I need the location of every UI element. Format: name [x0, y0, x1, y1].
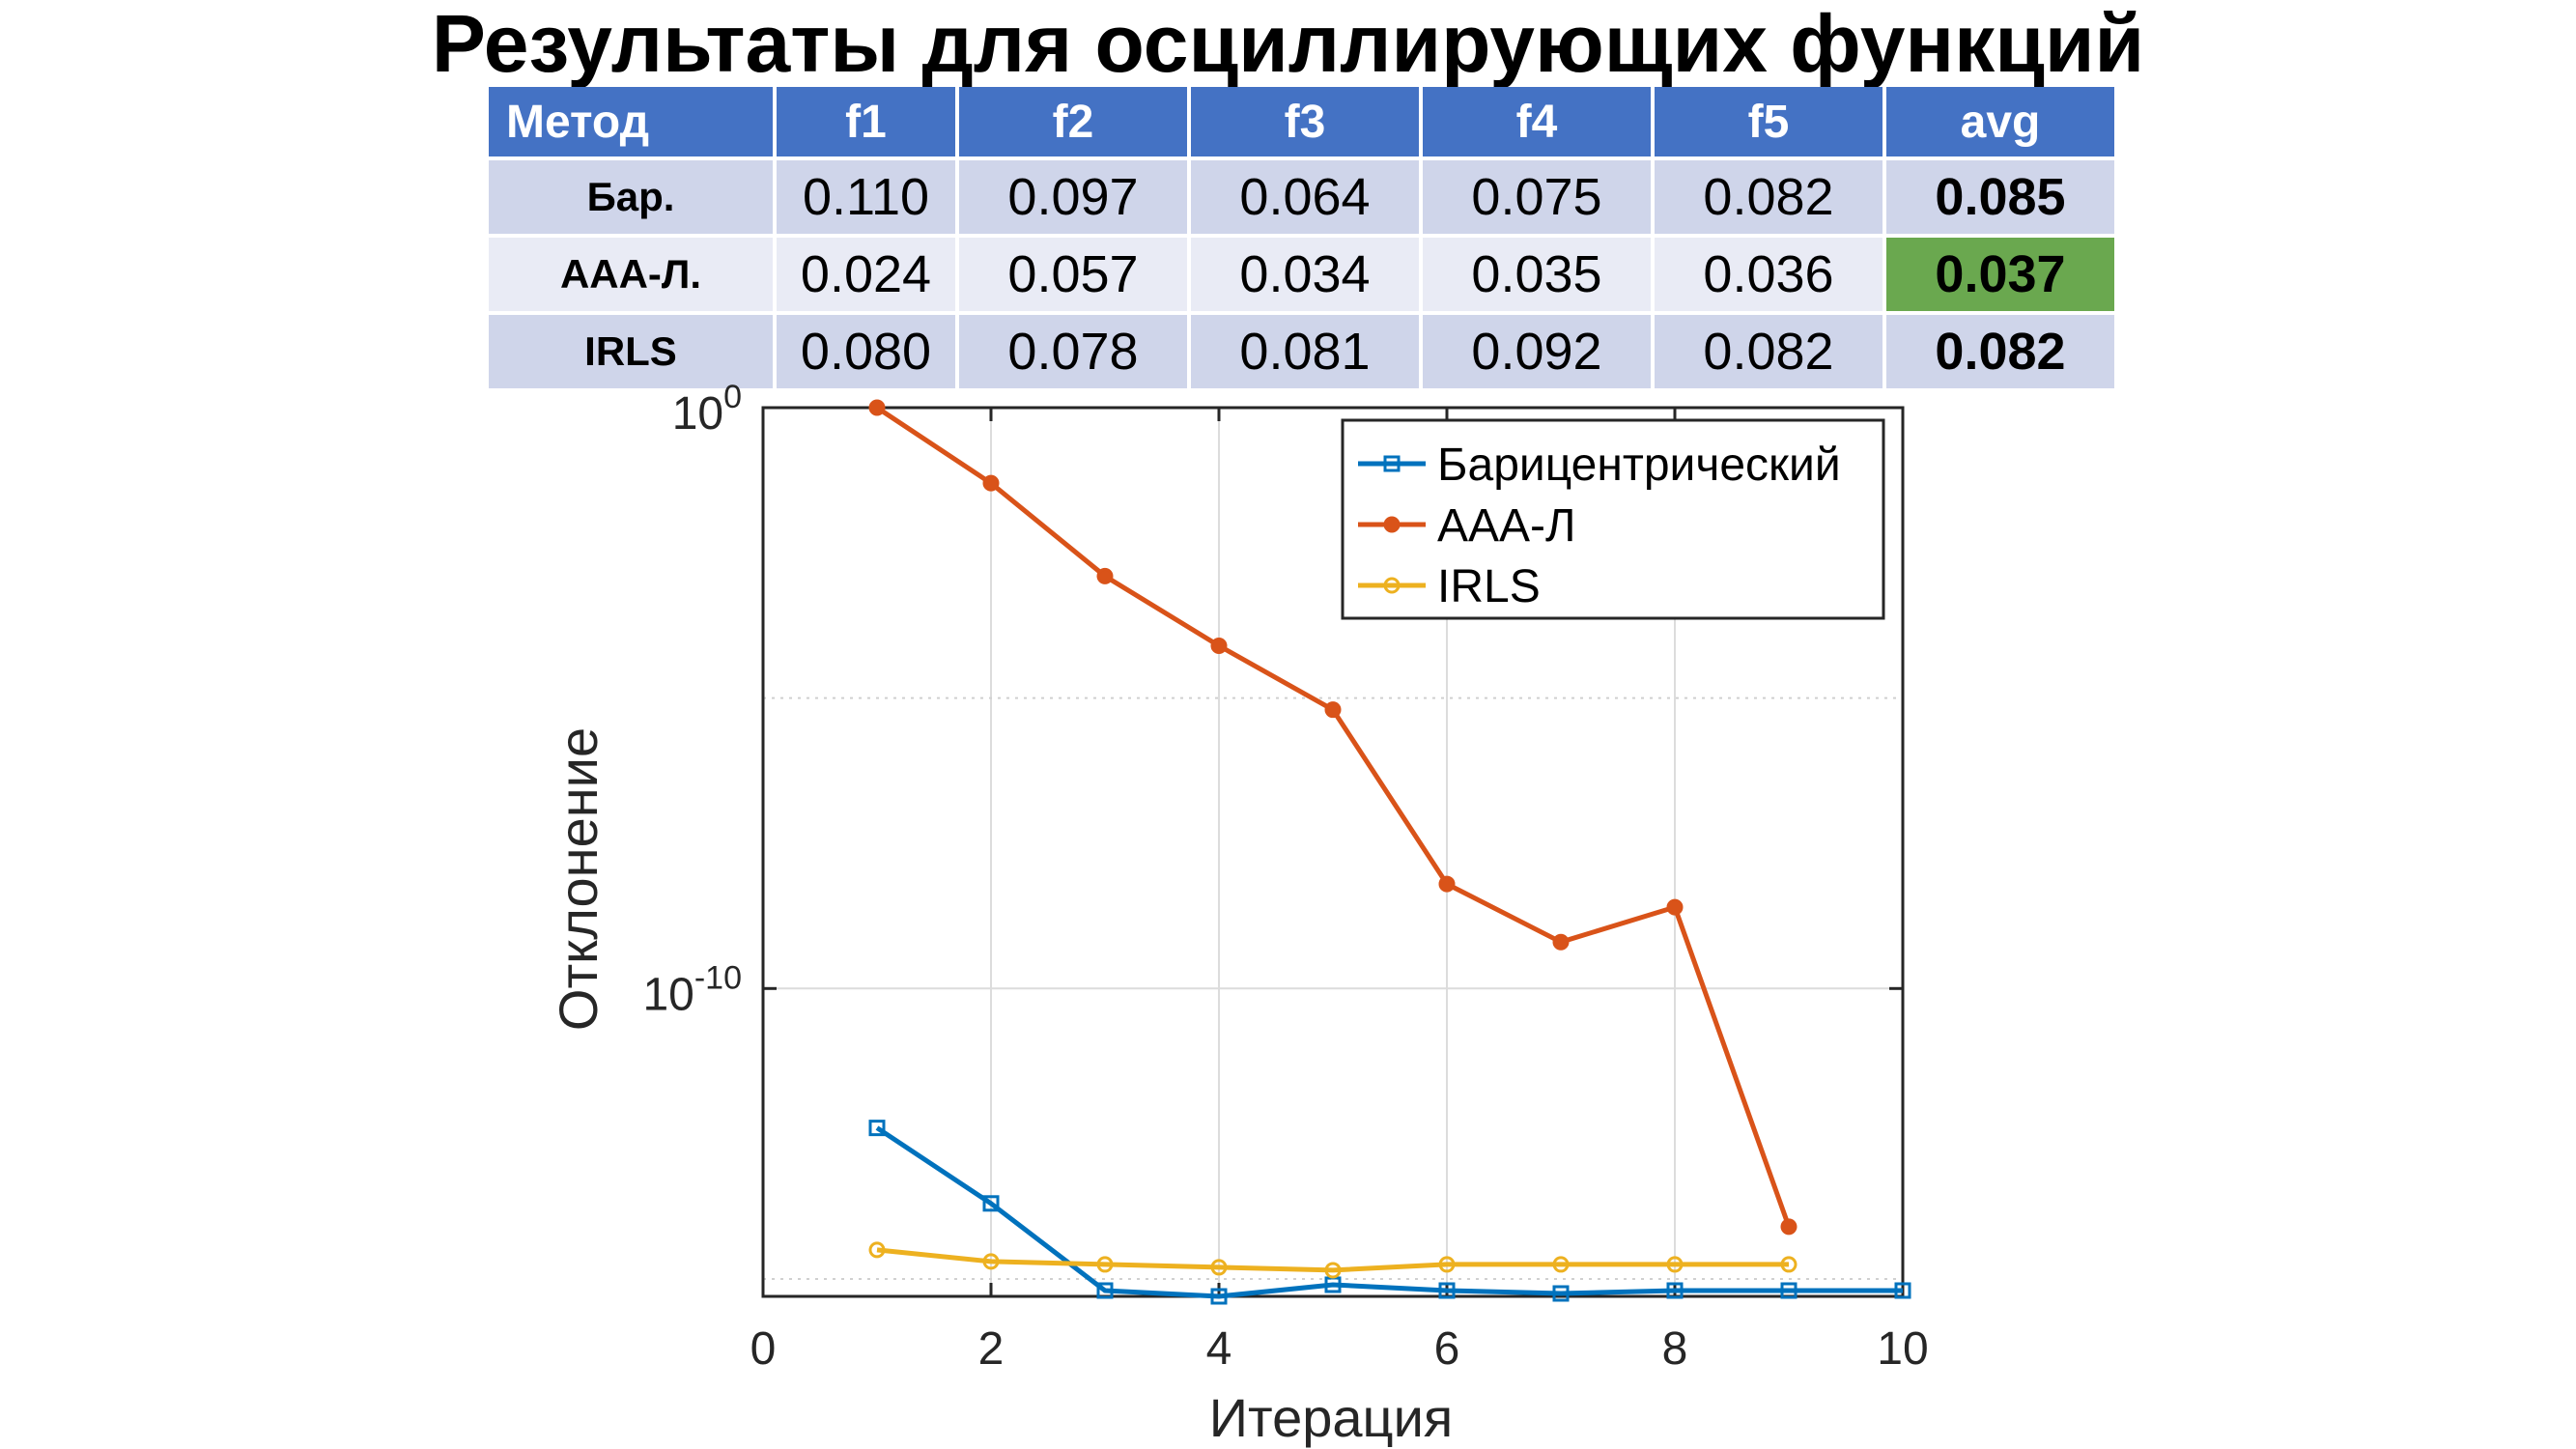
legend-label: ААА-Л [1437, 500, 1576, 552]
data-point [1383, 577, 1401, 594]
legend-label: Барицентрический [1437, 440, 1841, 491]
data-point [868, 399, 886, 416]
table-cell: 0.075 [1423, 160, 1651, 234]
series-2 [868, 1241, 1798, 1279]
table-row: IRLS 0.080 0.078 0.081 0.092 0.082 0.082 [489, 315, 2114, 388]
header-f3: f3 [1191, 87, 1419, 156]
data-point [1780, 1256, 1798, 1273]
data-point [1096, 567, 1114, 584]
data-point [1324, 1262, 1342, 1279]
data-point [1096, 1282, 1114, 1299]
table-cell: 0.034 [1191, 238, 1419, 311]
data-point [1552, 1256, 1570, 1273]
header-f5: f5 [1655, 87, 1882, 156]
series-lines [868, 399, 1911, 1305]
table-row: ААА-Л. 0.024 0.057 0.034 0.035 0.036 0.0… [489, 238, 2114, 311]
table-cell: 0.064 [1191, 160, 1419, 234]
data-point [982, 474, 1000, 492]
series-line [875, 1125, 1903, 1299]
x-tick-label: 8 [1662, 1323, 1688, 1375]
table-cell: 0.081 [1191, 315, 1419, 388]
row-method: Бар. [489, 160, 773, 234]
table-header-row: Метод f1 f2 f3 f4 f5 avg [489, 87, 2114, 156]
table-cell: 0.036 [1655, 238, 1882, 311]
data-point [1666, 1282, 1684, 1299]
data-point [1894, 1282, 1911, 1299]
data-point [1210, 1259, 1228, 1276]
x-axis-label: Итерация [1209, 1387, 1453, 1448]
data-point [1666, 1256, 1684, 1273]
data-point [1552, 933, 1570, 951]
data-point [1780, 1218, 1798, 1236]
table-cell: 0.082 [1655, 315, 1882, 388]
table-row: Бар. 0.110 0.097 0.064 0.075 0.082 0.085 [489, 160, 2114, 234]
table-cell: 0.097 [959, 160, 1187, 234]
x-tick-label: 0 [750, 1323, 777, 1375]
table-cell: 0.080 [777, 315, 955, 388]
series-1 [868, 399, 1798, 1236]
data-point [1438, 1256, 1456, 1273]
data-point [868, 1120, 886, 1137]
x-tick-label: 4 [1206, 1323, 1232, 1375]
header-f4: f4 [1423, 87, 1651, 156]
header-f1: f1 [777, 87, 955, 156]
data-point [1666, 898, 1684, 916]
data-point [1210, 1288, 1228, 1305]
avg-cell: 0.082 [1886, 315, 2114, 388]
x-tick-label: 10 [1877, 1323, 1928, 1375]
legend-entry: Барицентрический [1358, 440, 1841, 491]
legend: Барицентрический ААА-Л IRLS [1341, 418, 1885, 620]
header-f2: f2 [959, 87, 1187, 156]
data-point [1383, 455, 1401, 472]
series-0 [868, 1120, 1911, 1305]
header-avg: avg [1886, 87, 2114, 156]
legend-box [1341, 418, 1885, 620]
axes-box [761, 406, 1905, 1298]
data-point [1438, 1282, 1456, 1299]
data-point [1552, 1285, 1570, 1302]
header-method: Метод [489, 87, 773, 156]
row-method: IRLS [489, 315, 773, 388]
y-tick-label: 100 [672, 379, 742, 440]
series-line [876, 1247, 1789, 1273]
table-cell: 0.035 [1423, 238, 1651, 311]
x-tick-label: 2 [978, 1323, 1005, 1375]
data-point [982, 1253, 1000, 1270]
y-tick-label: 10-10 [642, 959, 742, 1020]
data-point [1096, 1256, 1114, 1273]
table-cell: 0.057 [959, 238, 1187, 311]
results-table: Метод f1 f2 f3 f4 f5 avg Бар. 0.110 0.09… [485, 83, 2118, 392]
y-axis-label: Отклонение [548, 727, 609, 1031]
data-point [1324, 701, 1342, 719]
table-cell: 0.024 [777, 238, 955, 311]
row-method: ААА-Л. [489, 238, 773, 311]
data-point [1210, 638, 1228, 655]
data-point [1383, 516, 1401, 533]
legend-label: IRLS [1437, 561, 1541, 612]
avg-cell-best: 0.037 [1886, 238, 2114, 311]
page-title: Результаты для осциллирующих функций [431, 0, 2145, 89]
table-cell: 0.078 [959, 315, 1187, 388]
data-point [1780, 1282, 1798, 1299]
data-point [1438, 875, 1456, 893]
data-point [982, 1195, 1000, 1212]
legend-entry: ААА-Л [1358, 500, 1576, 552]
avg-cell: 0.085 [1886, 160, 2114, 234]
table-cell: 0.082 [1655, 160, 1882, 234]
legend-entry: IRLS [1358, 561, 1541, 612]
table-cell: 0.092 [1423, 315, 1651, 388]
x-tick-label: 6 [1434, 1323, 1460, 1375]
table-cell: 0.110 [777, 160, 955, 234]
data-point [868, 1241, 886, 1259]
